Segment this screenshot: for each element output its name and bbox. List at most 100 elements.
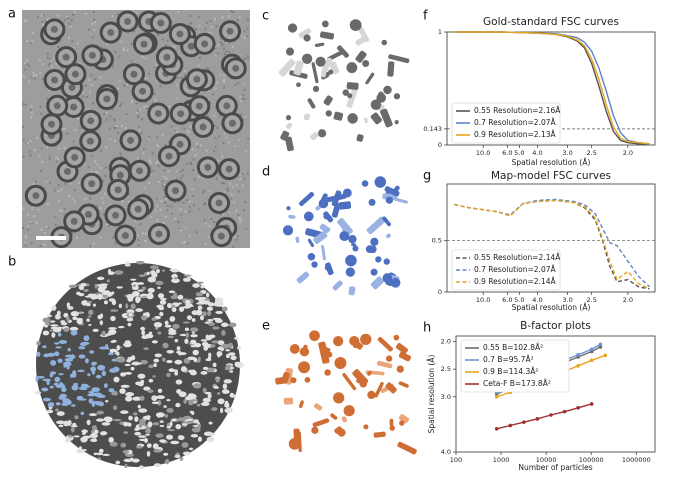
noise bbox=[90, 84, 93, 87]
noise bbox=[221, 16, 224, 19]
map-density bbox=[214, 300, 224, 307]
noise bbox=[124, 127, 127, 130]
map-density bbox=[125, 392, 135, 397]
noise bbox=[78, 181, 81, 184]
noise bbox=[164, 143, 167, 146]
density-bar bbox=[385, 382, 397, 394]
y-tick-label: 4.0 bbox=[441, 448, 451, 456]
map-density bbox=[215, 318, 223, 323]
map-density bbox=[217, 352, 221, 358]
noise bbox=[186, 242, 189, 245]
noise bbox=[243, 57, 246, 60]
noise bbox=[170, 125, 173, 128]
map-density bbox=[207, 318, 214, 322]
noise bbox=[205, 149, 208, 152]
map-density bbox=[93, 361, 97, 365]
particle-core bbox=[187, 42, 195, 50]
noise bbox=[198, 208, 201, 211]
noise bbox=[192, 158, 195, 161]
map-density bbox=[208, 352, 212, 358]
data-point bbox=[576, 352, 580, 357]
x-tick-label: 100000 bbox=[579, 456, 604, 464]
particle-core bbox=[165, 152, 173, 160]
noise bbox=[138, 158, 141, 161]
map-density bbox=[228, 352, 236, 356]
map-density bbox=[184, 338, 189, 344]
particle-core bbox=[201, 40, 209, 48]
noise bbox=[221, 155, 224, 158]
noise bbox=[178, 170, 181, 173]
noise bbox=[180, 213, 183, 216]
particle-core bbox=[232, 64, 240, 72]
map-density bbox=[97, 294, 103, 300]
noise bbox=[157, 159, 160, 162]
noise bbox=[247, 137, 250, 140]
map-density bbox=[191, 310, 199, 316]
noise bbox=[93, 29, 96, 32]
noise bbox=[219, 73, 222, 76]
map-density bbox=[50, 359, 57, 366]
density-bar bbox=[314, 403, 323, 411]
map-density bbox=[91, 425, 98, 431]
noise bbox=[244, 115, 247, 118]
noise bbox=[71, 40, 74, 43]
noise bbox=[143, 187, 146, 190]
noise bbox=[57, 64, 60, 67]
map-density bbox=[96, 276, 105, 281]
noise bbox=[126, 83, 129, 86]
map-density bbox=[167, 331, 177, 335]
legend-label: 0.55 Resolution=2.14Å bbox=[474, 253, 561, 262]
particle-core bbox=[114, 186, 122, 194]
noise bbox=[57, 184, 60, 187]
noise bbox=[37, 15, 40, 18]
map-density bbox=[181, 423, 188, 426]
noise bbox=[161, 38, 164, 41]
map-density bbox=[235, 361, 244, 368]
map-density bbox=[207, 310, 212, 316]
legend-box bbox=[451, 102, 561, 144]
noise bbox=[26, 228, 29, 231]
map-density bbox=[157, 413, 161, 418]
particle-core bbox=[223, 102, 231, 110]
density-bar bbox=[366, 216, 386, 235]
map-density bbox=[152, 422, 160, 426]
map-density bbox=[186, 315, 193, 320]
map-density bbox=[157, 286, 161, 289]
map-density bbox=[78, 346, 86, 350]
map-density bbox=[43, 353, 50, 358]
map-density bbox=[109, 368, 118, 373]
map-density bbox=[70, 404, 76, 407]
map-density bbox=[137, 282, 145, 285]
noise bbox=[58, 147, 61, 150]
map-density bbox=[222, 383, 228, 390]
map-density bbox=[55, 402, 61, 406]
noise bbox=[149, 170, 152, 173]
noise bbox=[222, 43, 225, 46]
map-density bbox=[141, 329, 146, 336]
density-bar bbox=[357, 26, 370, 43]
map-density bbox=[213, 385, 218, 389]
noise bbox=[61, 209, 64, 212]
map-density bbox=[146, 450, 151, 457]
noise bbox=[213, 221, 216, 224]
map-density bbox=[202, 311, 207, 317]
noise bbox=[191, 188, 194, 191]
noise bbox=[247, 57, 250, 60]
map-density bbox=[86, 419, 91, 426]
noise bbox=[207, 89, 210, 92]
noise bbox=[58, 190, 61, 193]
map-density bbox=[57, 358, 63, 364]
density-blob bbox=[368, 198, 376, 206]
noise bbox=[30, 76, 33, 79]
density-blob bbox=[389, 425, 395, 431]
noise bbox=[195, 28, 198, 31]
map-density bbox=[126, 309, 135, 314]
map-density bbox=[141, 314, 148, 321]
noise bbox=[246, 27, 249, 30]
x-tick-label: 2.5 bbox=[587, 296, 597, 304]
density-blob bbox=[290, 377, 297, 384]
map-density bbox=[36, 340, 41, 346]
noise bbox=[122, 47, 125, 50]
map-density bbox=[81, 300, 89, 306]
density-bar bbox=[337, 45, 349, 58]
